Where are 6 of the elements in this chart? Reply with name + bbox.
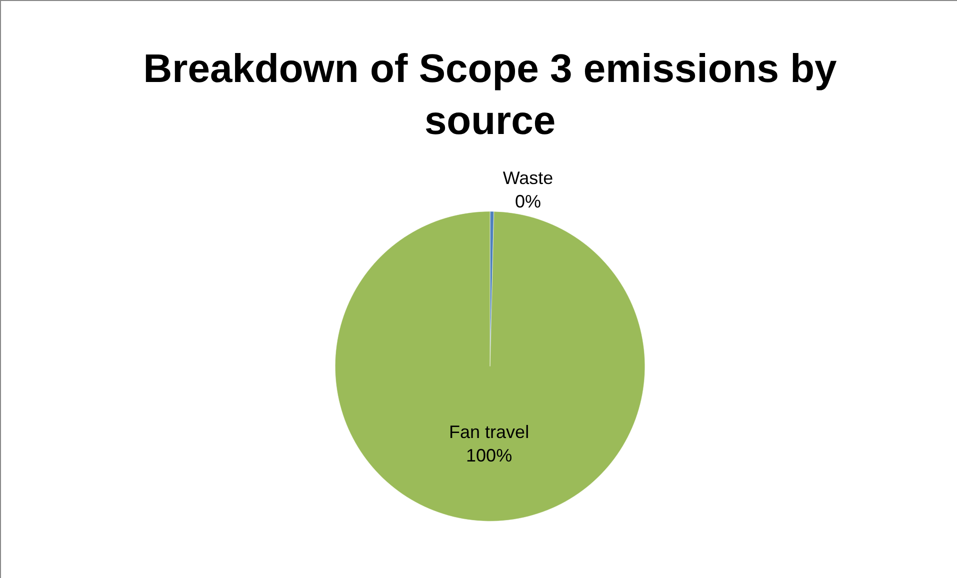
slice-label: Waste xyxy=(502,168,554,188)
chart-title: Breakdown of Scope 3 emissions by source xyxy=(143,46,838,143)
slice-label: Fan travel xyxy=(449,422,530,442)
data-label: 0% xyxy=(514,191,542,212)
pie-slice xyxy=(335,211,646,522)
data-label: 100% xyxy=(466,445,512,466)
